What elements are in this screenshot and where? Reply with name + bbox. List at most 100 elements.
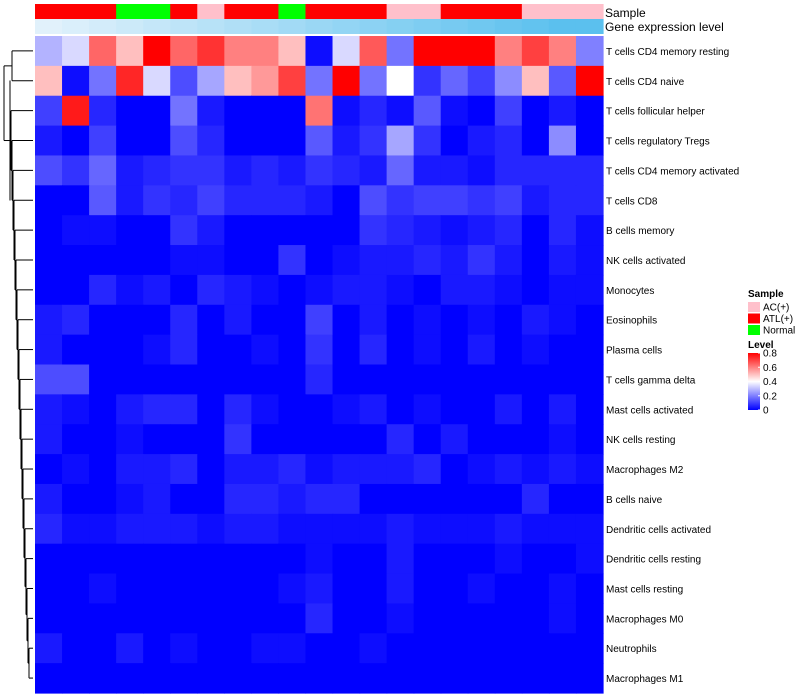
heatmap-cell <box>143 304 171 336</box>
row-label: Mast cells activated <box>606 405 693 416</box>
heatmap-cell <box>440 334 469 366</box>
heatmap-cell <box>251 573 280 605</box>
heatmap-cell <box>224 454 252 485</box>
heatmap-cell <box>305 483 334 515</box>
heatmap-cell <box>305 394 334 425</box>
heatmap-cell <box>89 65 117 97</box>
heatmap-cell <box>332 215 361 246</box>
heatmap-cell <box>440 454 469 485</box>
sample-annotation-cell <box>548 4 577 19</box>
heatmap-cell <box>278 95 307 127</box>
heatmap-cell <box>575 155 604 186</box>
heatmap-cell <box>116 603 144 634</box>
heatmap-cell <box>35 364 63 395</box>
heatmap-cell <box>521 543 550 575</box>
heatmap-cell <box>170 125 198 157</box>
heatmap-cell <box>413 424 442 455</box>
heatmap-cell <box>494 95 523 127</box>
sample-annotation-cell <box>116 4 144 19</box>
heatmap-cell <box>251 95 280 127</box>
heatmap-cell <box>359 513 388 545</box>
heatmap-cell <box>35 424 63 455</box>
row-label: Macrophages M0 <box>606 614 684 625</box>
heatmap-cell <box>575 394 604 425</box>
heatmap-cell <box>413 633 442 664</box>
heatmap-cell <box>251 483 280 515</box>
heatmap-cell <box>116 483 144 515</box>
heatmap-cell <box>575 364 604 395</box>
heatmap-cell <box>359 65 388 97</box>
heatmap-cell <box>332 454 361 485</box>
heatmap-cell <box>386 36 415 67</box>
heatmap-cell <box>386 663 415 694</box>
expression-annotation-cell <box>197 19 225 34</box>
heatmap-cell <box>224 424 252 455</box>
expression-annotation-cell <box>386 19 415 34</box>
heatmap-cell <box>440 603 469 634</box>
sample-annotation-cell <box>143 4 171 19</box>
heatmap-cell <box>35 245 63 276</box>
heatmap-cell <box>62 364 90 395</box>
sample-legend-swatch <box>748 302 760 312</box>
heatmap-cell <box>494 573 523 605</box>
heatmap-cell <box>62 274 90 306</box>
heatmap-cell <box>197 185 225 216</box>
heatmap-cell <box>521 36 550 67</box>
heatmap-cell <box>197 215 225 246</box>
heatmap-cell <box>467 543 496 575</box>
heatmap-cell <box>575 65 604 97</box>
heatmap-cell <box>278 155 307 186</box>
heatmap-cell <box>548 603 577 634</box>
heatmap-cell <box>305 633 334 664</box>
heatmap-cell <box>170 364 198 395</box>
sample-annotation-cell <box>278 4 307 19</box>
heatmap-cell <box>413 573 442 605</box>
heatmap-cell <box>143 483 171 515</box>
heatmap-cell <box>62 633 90 664</box>
row-label: B cells naive <box>606 495 663 506</box>
heatmap-cell <box>413 543 442 575</box>
heatmap-cell <box>116 65 144 97</box>
heatmap-cell <box>548 65 577 97</box>
heatmap-cell <box>548 513 577 545</box>
heatmap-cell <box>143 155 171 186</box>
heatmap-cell <box>413 125 442 157</box>
heatmap-cell <box>494 304 523 336</box>
expression-annotation-label: Gene expression level <box>605 20 724 34</box>
heatmap-cell <box>332 65 361 97</box>
heatmap-cell <box>278 334 307 366</box>
expression-annotation-cell <box>143 19 171 34</box>
heatmap-cell <box>575 454 604 485</box>
heatmap-cell <box>35 633 63 664</box>
heatmap-cell <box>197 334 225 366</box>
heatmap-cell <box>494 36 523 67</box>
heatmap-cell <box>305 543 334 575</box>
heatmap-cell <box>143 543 171 575</box>
level-legend-tick-label: 0.2 <box>763 391 777 402</box>
heatmap-cell <box>413 95 442 127</box>
heatmap-cell <box>494 454 523 485</box>
heatmap-cell <box>305 603 334 634</box>
heatmap-cell <box>278 633 307 664</box>
heatmap-cell <box>440 573 469 605</box>
heatmap-cell <box>197 304 225 336</box>
heatmap-cell <box>35 95 63 127</box>
heatmap-cell <box>332 543 361 575</box>
heatmap-cell <box>440 274 469 306</box>
heatmap-cell <box>359 603 388 634</box>
heatmap-cell <box>440 663 469 694</box>
row-label: Dendritic cells activated <box>606 525 711 536</box>
heatmap-cell <box>521 125 550 157</box>
heatmap-cell <box>548 185 577 216</box>
heatmap-cell <box>89 334 117 366</box>
heatmap-cell <box>413 513 442 545</box>
heatmap-cell <box>386 513 415 545</box>
heatmap-cell <box>575 125 604 157</box>
heatmap-cell <box>197 603 225 634</box>
sample-annotation-cell <box>197 4 225 19</box>
heatmap-cell <box>521 274 550 306</box>
heatmap-cell <box>467 65 496 97</box>
heatmap-cell <box>575 603 604 634</box>
heatmap-cell <box>521 513 550 545</box>
